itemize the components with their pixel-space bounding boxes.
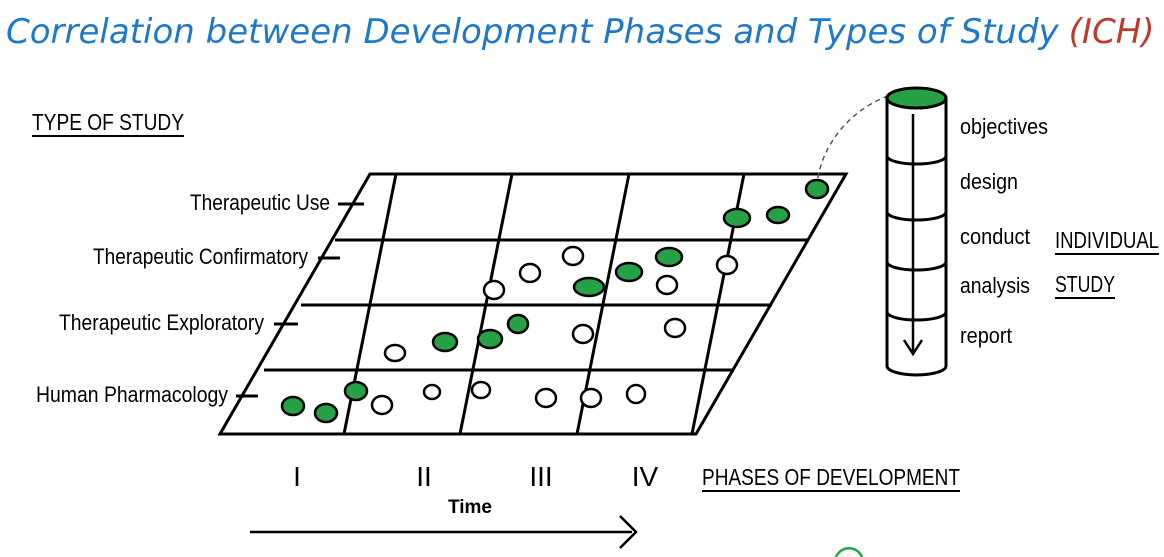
individual-study-steps: objectives design conduct analysis repor… — [960, 114, 1048, 348]
right-arrow-icon — [619, 515, 638, 549]
study-filled — [722, 207, 752, 229]
study-filled — [572, 276, 606, 298]
individual-label: INDIVIDUAL — [1055, 227, 1159, 253]
phases-of-development-label: PHASES OF DEVELOPMENT — [702, 464, 960, 490]
study-outline — [470, 380, 492, 400]
study-outline — [422, 383, 442, 401]
phase-label-4: IV — [632, 461, 659, 492]
study-label: STUDY — [1055, 271, 1115, 297]
study-outline — [482, 279, 506, 301]
step-analysis: analysis — [960, 273, 1030, 298]
study-filled — [765, 205, 791, 225]
step-design: design — [960, 169, 1018, 194]
grid-col-line-2 — [458, 173, 514, 435]
study-outline — [518, 262, 542, 284]
step-objectives: objectives — [960, 114, 1048, 139]
study-filled — [280, 395, 306, 417]
phase-grid — [217, 172, 849, 436]
study-type-therapeutic-use: Therapeutic Use — [190, 190, 330, 215]
title-tag: (ICH) — [1069, 12, 1155, 52]
time-label: Time — [448, 497, 492, 518]
study-outline — [383, 343, 407, 363]
title-main: Correlation between Development Phases a… — [6, 12, 1060, 52]
diagram-title: Correlation between Development Phases a… — [6, 12, 1155, 52]
down-arrow-icon — [902, 339, 924, 357]
study-type-therapeutic-confirmatory: Therapeutic Confirmatory — [93, 244, 308, 269]
connector-dashed-line — [817, 95, 889, 179]
partial-green-circle — [834, 547, 864, 557]
study-filled — [313, 402, 339, 424]
study-outline — [561, 245, 585, 267]
study-outline — [625, 383, 647, 405]
study-filled — [431, 331, 459, 353]
cylinder-top — [885, 86, 948, 110]
type-of-study-heading: TYPE OF STUDY — [32, 109, 184, 135]
study-outline — [663, 317, 687, 339]
study-filled — [343, 380, 369, 402]
step-conduct: conduct — [960, 224, 1030, 249]
study-outline — [579, 387, 603, 409]
grid-outline — [217, 172, 849, 436]
study-outline — [571, 323, 595, 345]
phase-label-1: I — [293, 461, 301, 492]
study-filled — [654, 246, 684, 268]
study-outline — [715, 254, 739, 276]
phase-label-2: II — [416, 461, 432, 492]
study-outline — [655, 274, 679, 296]
study-markers — [280, 178, 830, 424]
study-filled — [476, 328, 504, 350]
study-outline — [370, 394, 394, 416]
study-type-labels: Therapeutic Use Therapeutic Confirmatory… — [36, 190, 364, 407]
study-filled — [614, 261, 644, 283]
individual-study-cylinder — [885, 86, 948, 377]
study-type-therapeutic-exploratory: Therapeutic Exploratory — [59, 310, 264, 335]
step-report: report — [960, 323, 1012, 348]
study-filled — [506, 313, 530, 335]
phase-labels: I II III IV — [293, 461, 658, 492]
study-outline — [534, 387, 558, 409]
phase-label-3: III — [529, 461, 552, 492]
study-type-human-pharmacology: Human Pharmacology — [36, 382, 228, 407]
study-filled — [804, 178, 830, 200]
individual-study-label: INDIVIDUAL STUDY — [1055, 227, 1159, 299]
time-arrow — [250, 515, 638, 549]
